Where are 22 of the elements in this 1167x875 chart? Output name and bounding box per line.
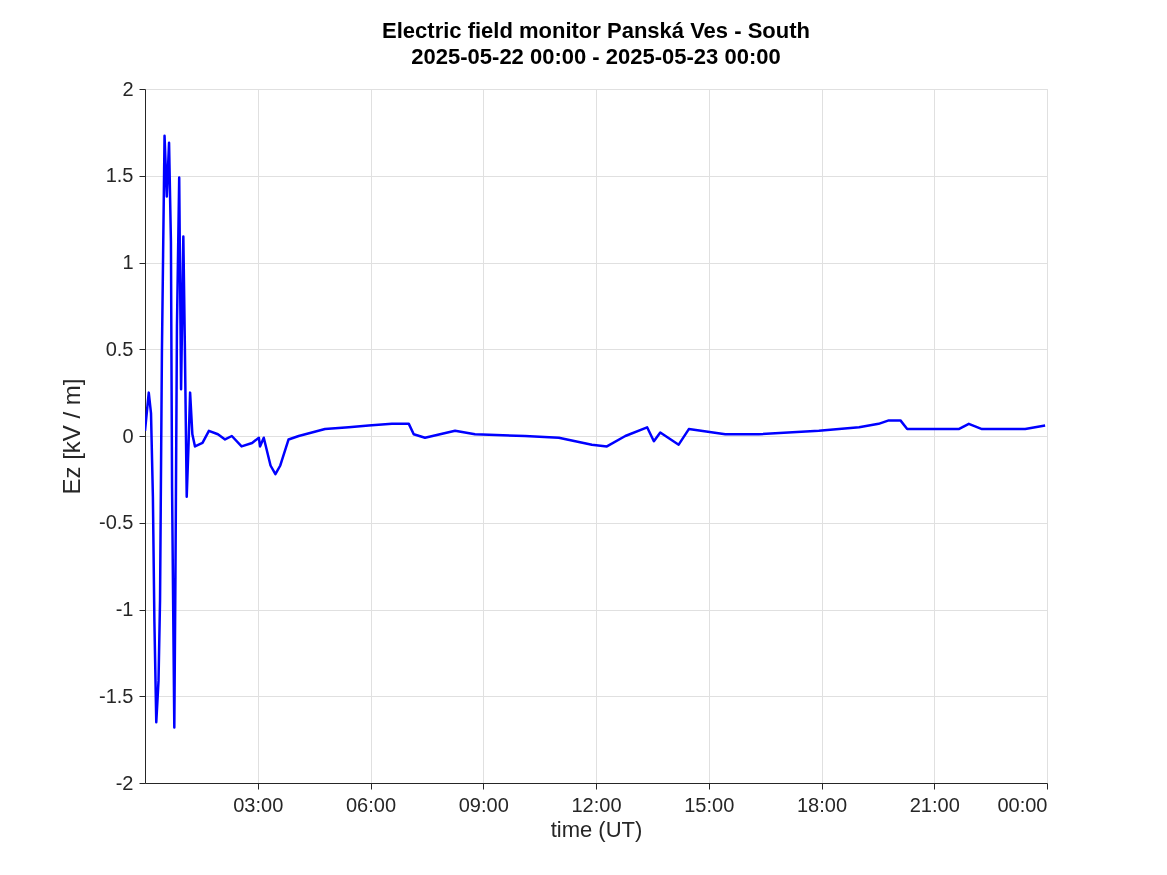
- y-tick-label: -1.5: [99, 684, 134, 707]
- y-tick-label: 0: [122, 424, 134, 447]
- y-tick-label: -2: [115, 771, 134, 794]
- x-tick-label: 21:00: [909, 793, 960, 816]
- line-series: [145, 134, 1047, 729]
- x-axis-title: time (UT): [550, 816, 643, 842]
- x-tick-label: 15:00: [684, 793, 735, 816]
- y-tick-label: -1: [115, 598, 134, 620]
- x-tick-label: 18:00: [796, 793, 848, 816]
- y-tick-label: -0.5: [99, 511, 134, 534]
- y-axis-title: Ez [kV / m]: [58, 378, 86, 495]
- chart-subtitle: 2025-05-22 00:00 - 2025-05-23 00:00: [411, 44, 781, 69]
- y-tick-label: 0.5: [105, 337, 134, 360]
- x-tick-label: 00:00: [997, 793, 1048, 816]
- x-tick-label: 09:00: [458, 793, 509, 816]
- x-tick-label: 06:00: [345, 793, 397, 816]
- y-tick-label: 1: [122, 251, 134, 273]
- y-tick-label: 1.5: [105, 164, 134, 187]
- y-tick-label: 2: [122, 77, 134, 100]
- chart-title: Electric field monitor Panská Ves - South: [382, 18, 810, 43]
- x-tick-label: 12:00: [571, 793, 622, 816]
- x-tick-label: 03:00: [233, 793, 284, 816]
